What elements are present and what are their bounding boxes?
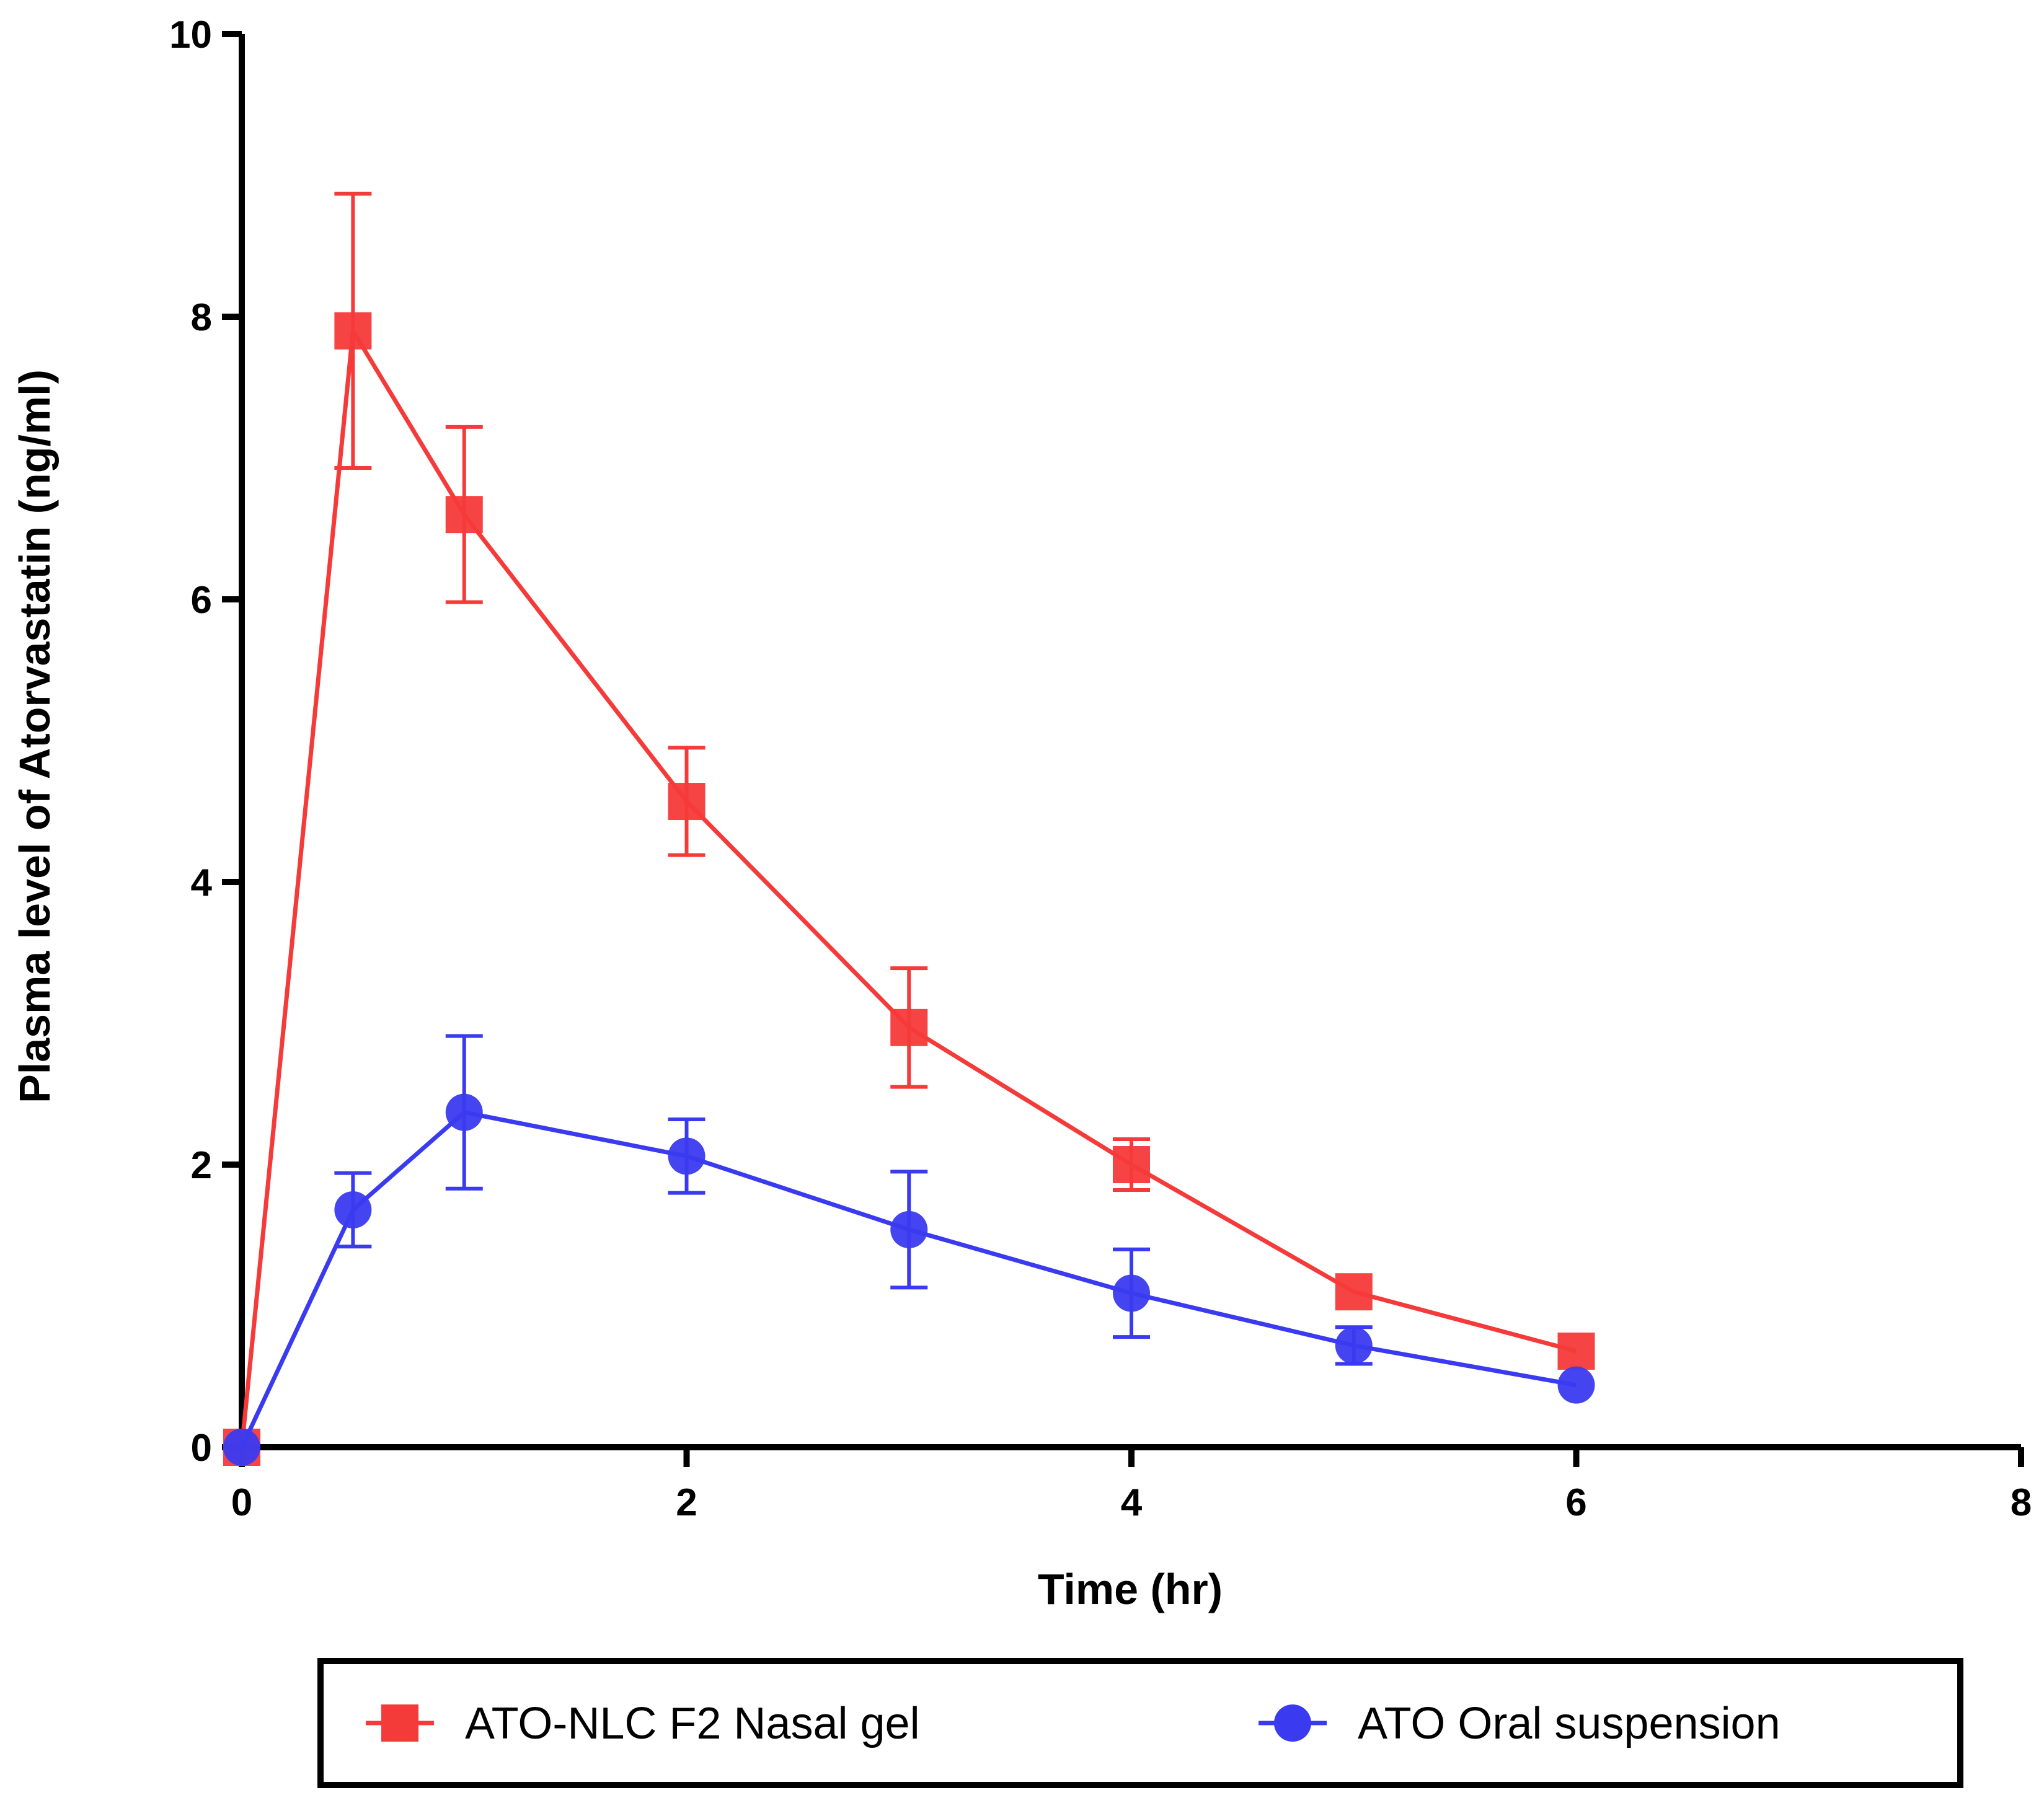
- data-point: [445, 496, 483, 534]
- data-point: [334, 1191, 372, 1228]
- data-point: [1113, 1274, 1150, 1312]
- y-tick-label: 8: [191, 296, 212, 339]
- legend-box: [317, 1658, 1963, 1788]
- axes: 0 2 4 6 8 10 0 2 4 6 8: [169, 14, 2032, 1524]
- x-tick-label: 6: [1565, 1481, 1586, 1524]
- x-axis-title: Time (hr): [1038, 1565, 1223, 1613]
- series-line: [239, 328, 1577, 1448]
- data-point: [445, 1093, 483, 1131]
- legend-label: ATO-NLC F2 Nasal gel: [465, 1699, 920, 1748]
- y-tick-label: 0: [191, 1427, 212, 1470]
- series-1: [223, 192, 1595, 1466]
- data-point: [1335, 1326, 1373, 1364]
- legend-item-2: ATO Oral suspension: [1259, 1699, 1781, 1748]
- y-tick-label: 4: [191, 862, 213, 904]
- legend-item-1: ATO-NLC F2 Nasal gel: [366, 1699, 920, 1748]
- y-tick-label: 10: [169, 14, 212, 56]
- data-point: [1557, 1366, 1595, 1404]
- data-point: [890, 1210, 928, 1248]
- data-point: [1113, 1146, 1150, 1183]
- x-tick-label: 4: [1121, 1481, 1143, 1524]
- series-line: [239, 1110, 1577, 1448]
- series-layer: [223, 192, 1595, 1466]
- data-point: [668, 783, 706, 821]
- y-tick-label: 2: [191, 1144, 212, 1187]
- data-point: [334, 312, 372, 350]
- data-point: [1557, 1332, 1595, 1370]
- legend-marker-circle: [1274, 1704, 1311, 1742]
- data-point: [223, 1429, 260, 1466]
- legend-marker-square: [381, 1704, 418, 1742]
- data-point: [890, 1008, 928, 1046]
- x-tick-label: 0: [231, 1481, 252, 1524]
- data-point: [1335, 1273, 1373, 1311]
- legend: ATO-NLC F2 Nasal gel ATO Oral suspension: [317, 1658, 1963, 1788]
- legend-label: ATO Oral suspension: [1358, 1699, 1781, 1748]
- y-tick-label: 6: [191, 579, 212, 622]
- x-tick-label: 2: [676, 1481, 697, 1524]
- data-point: [668, 1137, 706, 1175]
- x-tick-label: 8: [2011, 1481, 2032, 1524]
- series-2: [223, 1034, 1595, 1466]
- y-axis-title: Plasma level of Atorvastatin (ng/ml): [11, 369, 59, 1103]
